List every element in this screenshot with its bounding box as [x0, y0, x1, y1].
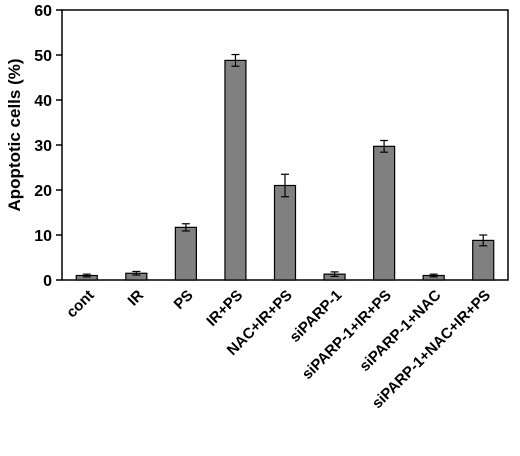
error-bars-group: [82, 53, 488, 278]
error-bar-5: [330, 271, 339, 277]
y-tick-label: 30: [34, 138, 52, 155]
bar-4: [273, 184, 297, 281]
y-tick-label: 20: [34, 183, 52, 200]
bar-6: [373, 145, 396, 281]
x-tick-label: IR: [125, 287, 148, 310]
error-bar-2: [181, 223, 190, 232]
bars-group: [75, 59, 495, 281]
error-bar-1: [132, 270, 141, 276]
x-tick-label: IR+PS: [203, 287, 246, 330]
bar-3: [224, 59, 247, 281]
error-bar-4: [281, 173, 289, 198]
y-tick-label: 60: [34, 3, 52, 20]
x-axis-labels: cont IR PS IR+PSNAC+IR+PSsiPARP-1siPARP-1+I…: [63, 287, 494, 412]
error-bar-7: [429, 273, 438, 278]
x-tick-label: cont: [63, 287, 97, 321]
y-tick-label: 10: [34, 228, 52, 245]
y-tick-label: 40: [34, 93, 52, 110]
y-tick-label: 50: [34, 48, 52, 65]
y-axis-label: Apoptotic cells (%): [5, 58, 24, 211]
bar-2: [174, 226, 197, 281]
y-axis-ticks: 0 10 20 30 40 50 60: [34, 3, 62, 290]
y-tick-label: 0: [43, 273, 52, 290]
error-bar-6: [380, 139, 389, 153]
x-tick-label: siPARP-1+IR+PS: [299, 287, 395, 383]
error-bar-8: [479, 234, 488, 247]
x-tick-label: PS: [171, 287, 197, 313]
error-bar-0: [82, 273, 91, 278]
error-bar-3: [231, 53, 240, 67]
